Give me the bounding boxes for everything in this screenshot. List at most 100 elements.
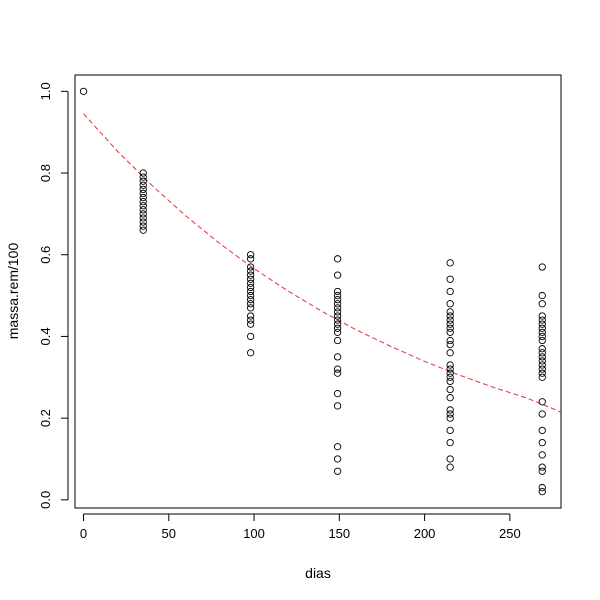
data-point: [538, 336, 546, 345]
data-point: [333, 296, 342, 304]
data-point: [446, 394, 454, 402]
data-point: [139, 206, 147, 214]
data-point: [139, 169, 147, 177]
data-point: [139, 202, 147, 210]
data-point: [333, 389, 342, 398]
y-tick-label: 1.0: [38, 82, 53, 100]
data-point: [333, 467, 342, 475]
x-tick-label: 250: [499, 526, 521, 541]
data-point: [446, 373, 454, 381]
data-point: [139, 173, 147, 181]
data-point: [333, 443, 342, 451]
data-point: [333, 320, 342, 328]
data-point: [246, 271, 255, 279]
data-point: [538, 328, 546, 336]
data-point: [139, 185, 147, 194]
data-point: [246, 304, 255, 312]
data-point: [246, 300, 255, 308]
data-point: [333, 312, 342, 320]
data-point: [538, 291, 546, 300]
data-point: [333, 291, 342, 300]
data-point: [538, 398, 546, 406]
data-point: [246, 320, 255, 328]
data-point: [246, 263, 255, 271]
data-point: [333, 300, 342, 308]
data-point: [538, 324, 546, 332]
data-point: [446, 275, 454, 283]
data-point: [333, 287, 342, 296]
data-point: [538, 373, 546, 381]
data-point: [446, 369, 454, 377]
y-tick-label: 0.0: [38, 491, 53, 509]
data-point: [446, 426, 454, 435]
data-point: [333, 365, 342, 373]
data-point: [246, 279, 255, 287]
y-tick-label: 0.6: [38, 246, 53, 264]
data-point: [79, 87, 88, 95]
data-point: [139, 189, 147, 198]
data-point: [538, 353, 546, 361]
data-point: [446, 438, 454, 447]
y-tick-label: 0.4: [38, 327, 53, 345]
data-point: [333, 316, 342, 324]
data-point: [538, 263, 546, 271]
data-point: [538, 369, 546, 377]
data-point: [333, 455, 342, 463]
x-axis-label: dias: [305, 565, 331, 581]
y-tick-label: 0.8: [38, 164, 53, 182]
x-tick-label: 150: [328, 526, 350, 541]
data-point: [446, 410, 454, 418]
data-point: [538, 316, 546, 324]
data-point: [538, 312, 546, 320]
data-point: [538, 365, 546, 373]
y-axis: 0.0 0.2 0.4 0.6 0.8 1.0: [38, 82, 69, 509]
data-point: [446, 328, 454, 336]
data-point: [246, 267, 255, 275]
data-point: [538, 410, 546, 418]
y-axis-label: massa.rem/100: [5, 243, 21, 340]
data-point: [538, 320, 546, 328]
data-point: [333, 308, 342, 316]
points-layer: [79, 87, 546, 496]
data-point: [446, 324, 454, 332]
data-point: [538, 300, 546, 308]
data-point: [333, 324, 342, 332]
data-point: [446, 316, 454, 324]
data-point: [446, 377, 454, 386]
y-tick-label: 0.2: [38, 409, 53, 427]
data-point: [538, 483, 546, 492]
data-point: [446, 259, 454, 267]
data-point: [446, 463, 454, 471]
data-point: [139, 193, 147, 202]
data-point: [333, 328, 342, 336]
data-point: [333, 353, 342, 361]
data-point: [333, 271, 342, 279]
data-point: [139, 214, 147, 222]
x-tick-label: 50: [162, 526, 176, 541]
data-point: [446, 340, 454, 349]
data-point: [333, 304, 342, 312]
data-point: [333, 255, 342, 263]
x-tick-label: 0: [80, 526, 87, 541]
data-point: [446, 320, 454, 328]
data-point: [538, 467, 546, 475]
data-point: [446, 406, 454, 414]
data-point: [538, 345, 546, 353]
data-point: [246, 287, 255, 296]
data-point: [446, 365, 454, 373]
data-point: [446, 349, 454, 357]
data-point: [446, 385, 454, 394]
data-point: [446, 361, 454, 369]
x-tick-label: 200: [414, 526, 436, 541]
data-point: [538, 438, 546, 447]
plot-frame: [74, 74, 562, 509]
data-point: [538, 426, 546, 435]
data-point: [139, 226, 147, 234]
data-point: [446, 287, 454, 296]
data-point: [139, 218, 147, 226]
data-point: [333, 402, 342, 410]
data-point: [139, 197, 147, 206]
fit-curve-line: [83, 113, 561, 413]
data-point: [538, 451, 546, 459]
